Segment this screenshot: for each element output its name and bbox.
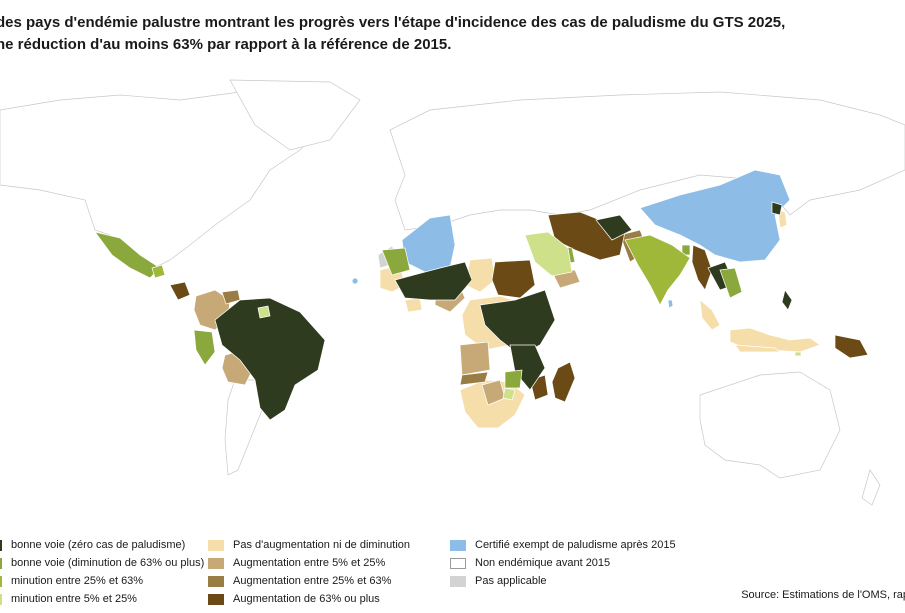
increase-63-plus-countries: [169, 211, 869, 403]
angola-south: [459, 371, 489, 386]
legend-label: Certifié exempt de paludisme après 2015: [475, 539, 676, 551]
zimbabwe: [504, 369, 523, 389]
map-title: des pays d'endémie palustre montrant les…: [0, 12, 905, 56]
legend-label: bonne voie (diminution de 63% ou plus): [11, 557, 205, 569]
new-zealand-land: [861, 469, 881, 506]
guatemala: [151, 264, 166, 279]
cabo-verde: [351, 277, 359, 285]
legend-item-no-change: Pas d'augmentation ni de diminution: [208, 536, 410, 554]
north-america-land: [0, 91, 331, 271]
madagascar: [551, 361, 576, 403]
legend-item-certified: Certifié exempt de paludisme après 2015: [450, 536, 676, 554]
legend-label: minution entre 5% et 25%: [11, 593, 137, 605]
legend-swatch: [0, 557, 2, 569]
legend-swatch: [208, 539, 224, 551]
bangladesh: [681, 244, 691, 256]
legend-item-dim-25-63: minution entre 25% et 63%: [0, 572, 143, 590]
legend-label: Non endémique avant 2015: [475, 557, 611, 569]
philippines: [781, 289, 793, 311]
legend: bonne voie (zéro cas de paludisme) bonne…: [0, 536, 905, 613]
papua-new-guinea: [834, 334, 869, 359]
legend-label: Augmentation entre 5% et 25%: [233, 557, 386, 569]
map-title-line-2: ne réduction d'au moins 63% par rapport …: [0, 36, 452, 53]
australia-land: [699, 371, 841, 479]
legend-item-not-applicable: Pas applicable: [450, 572, 547, 590]
legend-swatch: [450, 575, 466, 587]
legend-label: Pas applicable: [475, 575, 547, 587]
legend-item-on-track-63: bonne voie (diminution de 63% ou plus): [0, 554, 204, 572]
sri-lanka: [667, 299, 674, 309]
legend-label: Augmentation de 63% ou plus: [233, 593, 380, 605]
legend-swatch: [450, 539, 466, 551]
legend-item-inc-5-25: Augmentation entre 5% et 25%: [208, 554, 385, 572]
legend-label: bonne voie (zéro cas de paludisme): [11, 539, 186, 551]
legend-item-non-endemic: Non endémique avant 2015: [450, 554, 610, 572]
legend-item-zero-cases: bonne voie (zéro cas de paludisme): [0, 536, 185, 554]
ecuador-peru: [193, 329, 216, 366]
india: [624, 234, 691, 306]
certified-countries: [259, 169, 791, 397]
legend-swatch: [208, 575, 224, 587]
legend-label: Augmentation entre 25% et 63%: [233, 575, 392, 587]
saudi-arabia: [524, 231, 573, 277]
drc-east-africa: [479, 289, 556, 356]
zero-cases-countries: [214, 201, 793, 421]
central-asia: [595, 214, 633, 241]
malaysia: [699, 299, 721, 331]
indonesia-south: [734, 344, 781, 353]
tanzania-mozambique: [509, 344, 546, 391]
legend-swatch: [0, 575, 2, 587]
north-korea: [771, 201, 783, 216]
myanmar: [691, 244, 713, 291]
west-africa: [394, 261, 473, 301]
greenland-land: [229, 79, 361, 151]
china: [639, 169, 791, 263]
map-title-line-1: des pays d'endémie palustre montrant les…: [0, 14, 786, 31]
sudan: [491, 259, 536, 299]
dim-5-25-countries: [257, 231, 802, 401]
legend-item-inc-25-63: Augmentation entre 25% et 63%: [208, 572, 391, 590]
legend-label: minution entre 25% et 63%: [11, 575, 144, 587]
ghana-region: [404, 297, 423, 313]
legend-swatch: [0, 539, 2, 551]
legend-swatch: [208, 593, 224, 605]
vietnam-laos: [719, 267, 743, 299]
angola: [459, 341, 491, 376]
world-map: [0, 79, 905, 506]
legend-item-inc-63-plus: Augmentation de 63% ou plus: [208, 590, 380, 608]
south-africa-east: [502, 387, 516, 401]
timor: [794, 351, 802, 357]
legend-swatch: [450, 557, 466, 569]
west-africa-green: [381, 247, 411, 276]
legend-item-dim-5-25: minution entre 5% et 25%: [0, 590, 137, 608]
legend-label: Pas d'augmentation ni de diminution: [233, 539, 410, 551]
central-america: [169, 281, 191, 301]
brazil: [214, 297, 326, 421]
source-note: Source: Estimations de l'OMS, rap: [741, 589, 905, 601]
legend-swatch: [208, 557, 224, 569]
dim-25-63-countries: [151, 234, 691, 306]
suriname: [257, 305, 271, 319]
legend-swatch: [0, 593, 2, 605]
